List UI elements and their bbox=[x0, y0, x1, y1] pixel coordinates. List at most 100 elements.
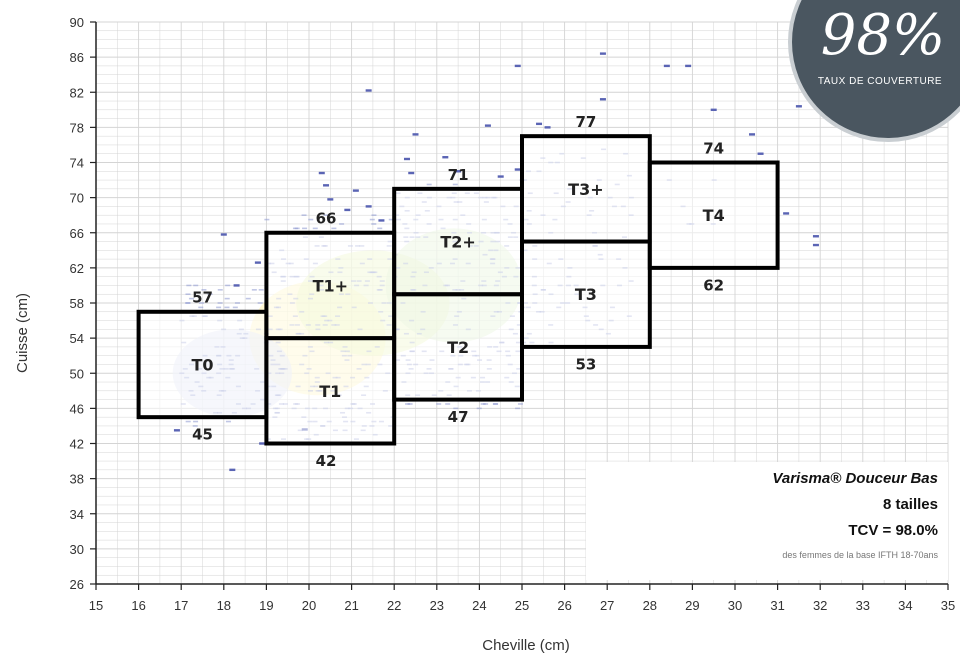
outlier-point bbox=[455, 170, 462, 173]
density-dash bbox=[312, 227, 318, 230]
x-tick-label: 25 bbox=[515, 598, 529, 613]
x-tick-label: 18 bbox=[217, 598, 231, 613]
y-tick-label: 58 bbox=[70, 296, 84, 311]
density-dash bbox=[308, 218, 314, 221]
x-tick-label: 27 bbox=[600, 598, 614, 613]
outlier-point bbox=[599, 52, 606, 55]
y-axis-title: Cuisse (cm) bbox=[14, 293, 31, 373]
outlier-point bbox=[749, 133, 756, 136]
coverage-badge-caption: TAUX DE COUVERTURE bbox=[817, 76, 943, 87]
density-dash bbox=[185, 302, 191, 304]
y-tick-label: 78 bbox=[70, 120, 84, 135]
density-dash bbox=[192, 425, 198, 427]
density-dash bbox=[257, 302, 263, 304]
density-dash bbox=[234, 302, 240, 304]
outlier-point bbox=[229, 468, 236, 472]
density-dash bbox=[224, 297, 230, 300]
density-dash bbox=[245, 297, 251, 300]
y-tick-label: 82 bbox=[70, 85, 84, 100]
density-dash bbox=[225, 284, 231, 287]
outlier-point bbox=[536, 122, 543, 126]
outlier-point bbox=[663, 64, 670, 68]
density-dash bbox=[436, 403, 442, 405]
y-tick-label: 54 bbox=[70, 331, 84, 346]
size-box-t0 bbox=[136, 309, 269, 420]
outlier-point bbox=[795, 105, 802, 108]
outlier-point bbox=[484, 124, 491, 127]
density-dash bbox=[264, 218, 270, 221]
density-dash bbox=[217, 302, 223, 304]
density-dash bbox=[476, 407, 482, 410]
size-box-t3 bbox=[520, 239, 652, 349]
density-dash bbox=[377, 227, 383, 230]
outlier-point bbox=[378, 219, 385, 222]
density-dash bbox=[369, 218, 375, 221]
outlier-point bbox=[327, 198, 334, 201]
density-dash bbox=[339, 223, 345, 225]
density-dash bbox=[185, 420, 191, 423]
density-dash bbox=[193, 284, 199, 287]
outlier-point bbox=[442, 156, 449, 159]
legend-tcv-value: TCV = 98.0% bbox=[848, 522, 938, 539]
size-label-t1: T1 bbox=[319, 382, 341, 401]
y-tick-label: 46 bbox=[70, 401, 84, 416]
outlier-point bbox=[408, 171, 415, 175]
y-tick-label: 66 bbox=[70, 226, 84, 241]
bound-label: 53 bbox=[575, 355, 596, 373]
density-dash bbox=[452, 183, 458, 186]
density-dash bbox=[188, 297, 194, 300]
x-tick-label: 21 bbox=[344, 598, 358, 613]
density-dash bbox=[185, 293, 191, 296]
x-tick-label: 33 bbox=[856, 598, 870, 613]
size-box-t1-plus bbox=[264, 230, 397, 341]
density-dash bbox=[302, 227, 308, 230]
outlier-point bbox=[344, 208, 351, 212]
bound-label: 47 bbox=[448, 408, 469, 426]
y-tick-label: 38 bbox=[70, 472, 84, 487]
size-box-t3-plus bbox=[520, 134, 652, 244]
density-dash bbox=[198, 306, 204, 309]
x-tick-label: 20 bbox=[302, 598, 316, 613]
size-box-t2 bbox=[392, 292, 525, 402]
density-dash bbox=[407, 403, 413, 405]
y-tick-label: 74 bbox=[70, 156, 84, 171]
outlier-point bbox=[352, 189, 359, 192]
bound-label: 62 bbox=[703, 276, 724, 294]
outlier-point bbox=[233, 284, 240, 287]
outlier-point bbox=[497, 175, 504, 178]
outlier-point bbox=[812, 235, 819, 238]
outlier-point bbox=[544, 126, 551, 129]
x-tick-label: 17 bbox=[174, 598, 188, 613]
density-dash bbox=[331, 227, 337, 230]
outlier-point bbox=[403, 157, 410, 161]
legend-note: des femmes de la base IFTH 18-70ans bbox=[782, 550, 938, 560]
density-dash bbox=[186, 284, 192, 287]
x-axis-title: Cheville (cm) bbox=[482, 637, 570, 654]
x-tick-label: 15 bbox=[89, 598, 103, 613]
density-dash bbox=[201, 289, 207, 291]
x-tick-label: 26 bbox=[557, 598, 571, 613]
x-tick-label: 35 bbox=[941, 598, 955, 613]
y-tick-label: 86 bbox=[70, 50, 84, 65]
y-tick-label: 90 bbox=[70, 15, 84, 30]
x-tick-label: 16 bbox=[131, 598, 145, 613]
density-dash bbox=[207, 293, 213, 296]
density-dash bbox=[388, 218, 394, 221]
legend-size-count: 8 tailles bbox=[882, 496, 938, 513]
y-tick-labels: 26 30 34 38 42 46 50 54 58 62 66 70 74 78 82 86 90 bbox=[70, 15, 84, 592]
x-tick-label: 29 bbox=[685, 598, 699, 613]
coverage-badge-value: 98% bbox=[820, 3, 946, 68]
density-dash bbox=[371, 223, 377, 225]
bound-label: 77 bbox=[575, 113, 596, 131]
outlier-point bbox=[783, 212, 790, 215]
x-tick-label: 19 bbox=[259, 598, 273, 613]
density-dash bbox=[292, 227, 298, 230]
bound-label: 42 bbox=[316, 452, 337, 470]
size-label-t0: T0 bbox=[191, 355, 213, 374]
density-dash bbox=[426, 183, 432, 186]
x-tick-label: 23 bbox=[430, 598, 444, 613]
density-dash bbox=[199, 302, 205, 304]
y-tick-label: 42 bbox=[70, 437, 84, 452]
outlier-point bbox=[259, 442, 266, 445]
x-tick-label: 30 bbox=[728, 598, 742, 613]
